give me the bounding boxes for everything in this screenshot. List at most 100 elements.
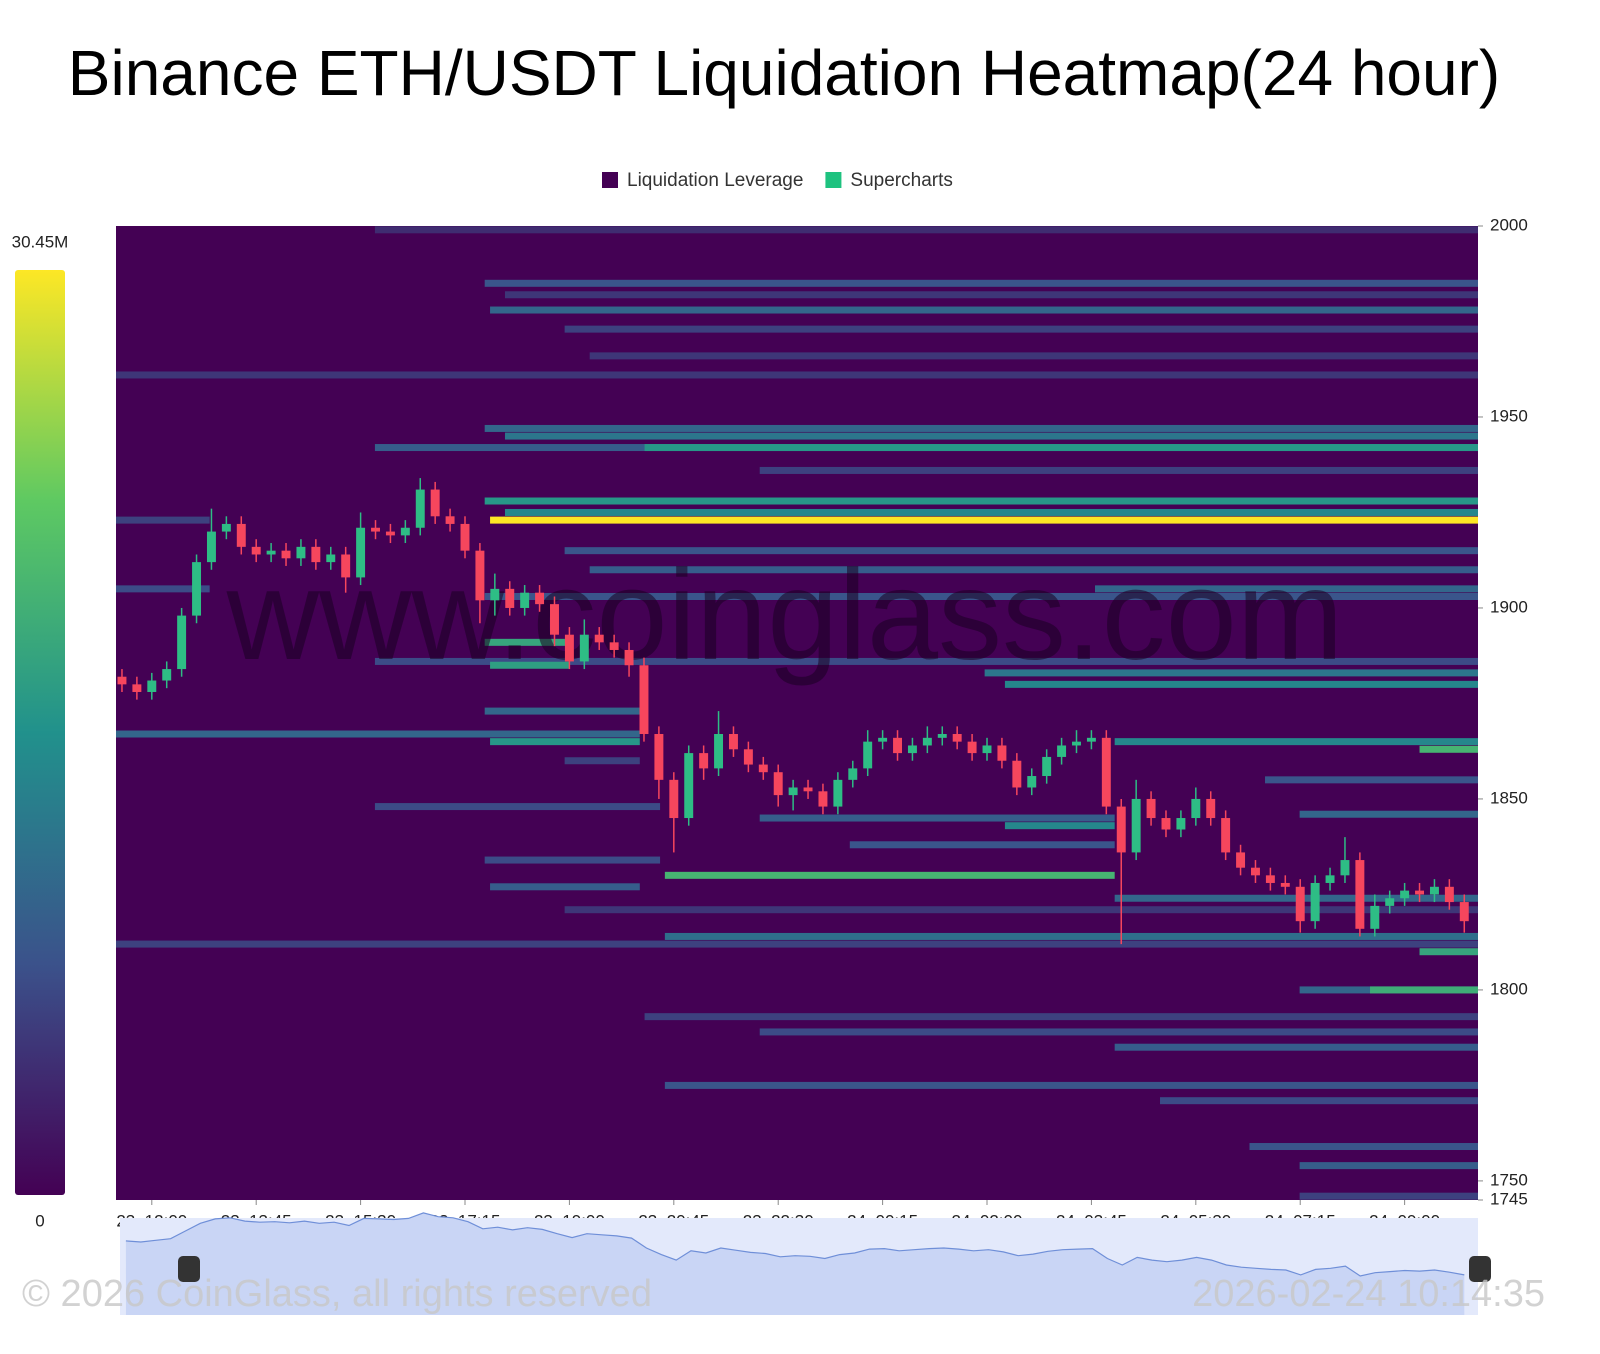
y-tick-label: 1900 [1490,597,1528,616]
liquidation-band [116,371,1478,379]
candle-body [1429,886,1439,895]
candle-body [937,734,947,738]
liquidation-band [484,424,1478,432]
candle-body [833,779,843,807]
candle-body [311,546,321,563]
candle-body [236,523,246,547]
candle-body [684,753,694,819]
candle-body [415,489,425,528]
candle-body [341,554,351,578]
candle-body [788,787,798,796]
navigator-handle[interactable] [1469,1256,1491,1282]
liquidation-band [1299,1162,1478,1170]
liquidation-band [1094,585,1478,593]
candle-body [699,753,709,769]
liquidation-band [504,508,1478,516]
liquidation-band [1299,810,1478,818]
timestamp: 2026-02-24 10:14:35 [1192,1273,1545,1315]
liquidation-band [1160,1097,1478,1105]
candle-body [535,592,545,605]
candle-body [445,516,455,524]
candle-body [177,615,187,670]
color-bar [15,270,65,1195]
candle-body [1340,860,1350,876]
liquidation-band [1299,1192,1478,1200]
liquidation-band [564,757,640,765]
y-tick-label: 1950 [1490,406,1528,425]
candle-body [192,562,202,616]
candle-body [1265,875,1275,883]
candle-body [1131,798,1141,853]
candle-body [803,787,813,792]
candle-body [907,745,917,754]
candle-body [818,791,828,807]
liquidation-band [1004,822,1115,830]
watermark: www.coinglass.com [226,544,1344,687]
candle-body [1295,886,1305,922]
liquidation-band [116,730,640,738]
liquidation-band [374,803,661,811]
candle-body [848,768,858,780]
candle-body [281,550,291,559]
candle-body [579,634,589,662]
liquidation-band [1114,738,1478,746]
candle-body [609,642,619,650]
candle-body [206,531,216,563]
candle-body [266,550,276,555]
candle-body [1280,882,1290,887]
liquidation-band [759,1028,1478,1036]
candle-body [460,523,470,551]
candle-body [1251,867,1260,876]
liquidation-band [984,669,1478,677]
candle-body [520,592,530,608]
color-bar-max: 30.45M [12,232,69,251]
candle-body [1221,818,1231,853]
liquidation-band [644,444,1478,452]
liquidation-band [1114,1043,1478,1051]
candle-body [728,734,738,750]
liquidation-band [589,352,1478,360]
liquidation-band [484,279,1478,287]
y-tick-label: 1850 [1490,788,1528,807]
legend-label: Liquidation Leverage [627,170,803,191]
liquidation-band [564,547,1478,555]
candle-body [564,634,574,662]
liquidation-band [664,932,1478,940]
liquidation-band [484,497,1478,505]
candle-body [356,527,366,578]
legend-swatch [825,172,842,188]
chart-title: Binance ETH/USDT Liquidation Heatmap(24 … [68,37,1500,109]
liquidation-band [116,585,210,593]
liquidation-band [1265,776,1478,784]
liquidation-band [484,856,661,864]
candle-body [1236,852,1246,868]
liquidation-band [484,593,1478,601]
candle-body [1385,898,1395,906]
navigator-line [125,1212,1465,1277]
liquidation-band [664,1081,1478,1089]
liquidation-band [589,566,1478,574]
navigator-handle[interactable] [178,1256,200,1282]
liquidation-band [564,325,1478,333]
candle-body [1027,776,1037,788]
heatmap [116,226,1478,1200]
candle-body [1116,806,1126,853]
candle-body [743,749,753,765]
candle-body [1206,798,1216,819]
candle-body [997,745,1007,761]
liquidation-band [490,306,1478,314]
candle-body [430,489,440,517]
liquidation-band [374,657,1478,665]
candle-body [1191,798,1201,819]
liquidation-band [644,1013,1478,1021]
candle-body [1370,905,1380,929]
candle-body [1161,818,1171,830]
candle-body [1355,860,1365,929]
candle-body [147,680,157,692]
candle-body [221,523,231,532]
plot-background [116,226,1478,1200]
navigator-area [125,1212,1465,1315]
candle-body [1444,886,1454,903]
candle-body [982,745,992,754]
candle-body [967,741,977,754]
